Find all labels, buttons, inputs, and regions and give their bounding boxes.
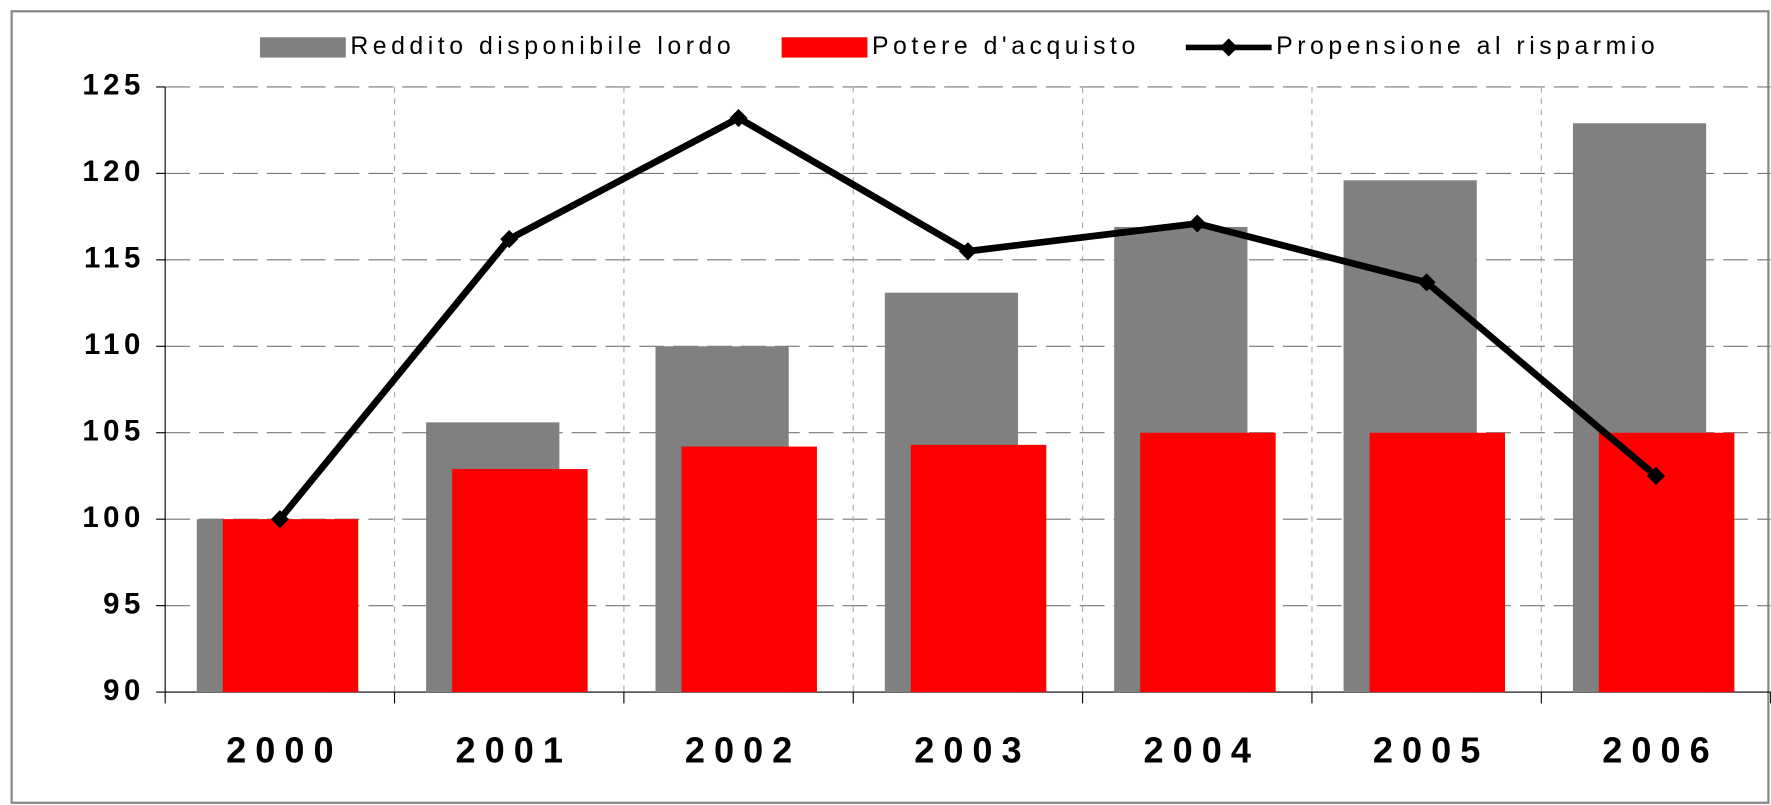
y-tick-label: 110 [84,328,145,361]
line-marker [729,109,748,128]
legend-swatch [781,37,868,58]
y-tick-label: 100 [82,501,145,534]
legend-swatch [260,37,346,58]
legend-label: Reddito disponibile lordo [350,33,735,60]
bar [910,444,1047,693]
x-tick-label: 2004 [1144,730,1260,771]
y-tick-label: 125 [82,69,145,102]
bar [452,469,588,693]
legend-label: Potere d'acquisto [872,33,1140,60]
line-marker [1188,214,1207,233]
y-tick-label: 95 [103,587,145,620]
line-marker [500,230,519,249]
legend-label: Propensione al risparmio [1276,33,1659,60]
bar [681,446,817,693]
bar [222,519,359,693]
y-tick-label: 120 [82,155,145,188]
bar [1369,432,1506,693]
line-marker [1417,273,1436,292]
line-marker [958,242,977,261]
y-tick-label: 105 [82,414,145,447]
x-tick-label: 2000 [226,730,342,771]
x-tick-label: 2005 [1373,730,1489,771]
x-tick-label: 2002 [685,730,801,771]
legend-marker [1219,38,1238,57]
x-tick-label: 2001 [455,730,571,771]
bar [1598,432,1735,693]
y-tick-label: 115 [84,242,145,275]
x-tick-label: 2003 [914,730,1030,771]
bar [1140,432,1276,693]
x-tick-label: 2006 [1602,730,1718,771]
y-tick-label: 90 [103,674,145,707]
